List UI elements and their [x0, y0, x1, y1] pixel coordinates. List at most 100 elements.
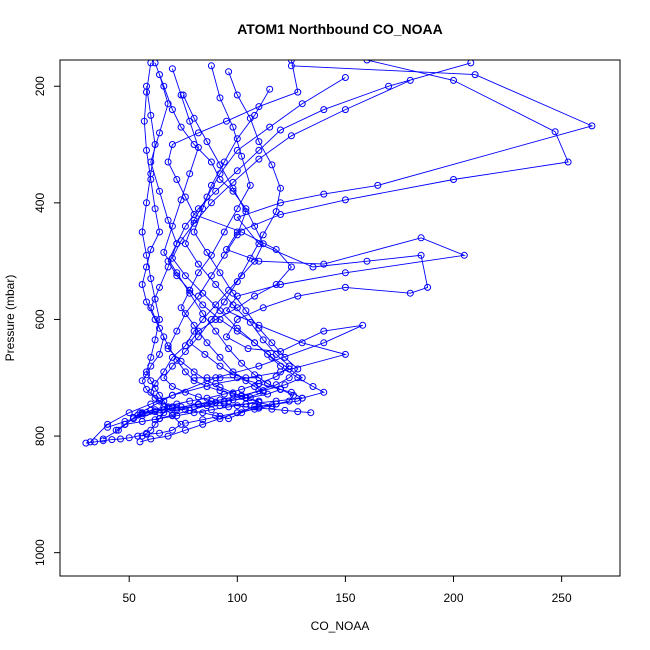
data-point	[220, 397, 228, 405]
data-point	[181, 419, 189, 427]
series-line-10	[124, 74, 260, 425]
data-point	[223, 117, 230, 125]
data-point	[190, 368, 198, 376]
data-point	[246, 254, 254, 262]
data-point	[417, 234, 425, 242]
data-point	[385, 82, 393, 90]
data-point	[242, 307, 250, 315]
data-point	[147, 111, 155, 119]
data-point	[190, 114, 198, 122]
data-point	[156, 283, 163, 291]
data-point	[160, 409, 168, 417]
data-point	[143, 82, 150, 90]
data-point	[229, 301, 237, 309]
data-point	[225, 68, 233, 76]
data-point	[233, 91, 241, 99]
x-tick-label: 250	[552, 591, 572, 605]
data-point	[216, 161, 224, 169]
data-point	[255, 138, 263, 146]
data-point	[156, 228, 163, 236]
data-point	[320, 339, 328, 347]
data-point	[203, 138, 211, 146]
data-point	[246, 318, 254, 326]
data-point	[186, 289, 194, 297]
data-point	[259, 304, 267, 312]
data-point	[147, 353, 155, 361]
data-point	[251, 111, 259, 119]
data-point	[138, 228, 146, 236]
data-point	[173, 400, 181, 408]
data-point	[341, 106, 349, 114]
data-point	[125, 409, 133, 417]
data-point	[143, 146, 150, 154]
data-point	[164, 263, 172, 271]
data-point	[294, 292, 302, 300]
data-point	[471, 71, 479, 79]
data-point	[259, 231, 267, 239]
data-point	[147, 435, 155, 443]
data-point	[177, 357, 185, 365]
data-point	[160, 333, 168, 341]
data-point	[168, 254, 176, 262]
data-point	[186, 406, 194, 414]
data-point	[82, 439, 90, 447]
data-point	[363, 257, 371, 265]
data-point	[374, 181, 382, 189]
data-point	[207, 158, 215, 166]
y-axis-label: Pressure (mbar)	[3, 275, 17, 362]
y-tick-label: 400	[33, 193, 47, 213]
data-point	[216, 94, 224, 102]
data-point	[134, 432, 142, 440]
data-point	[186, 170, 194, 178]
data-point	[320, 327, 328, 335]
data-point	[298, 394, 306, 402]
data-point	[285, 365, 293, 373]
data-point	[294, 408, 302, 416]
data-point	[156, 316, 163, 323]
data-point	[151, 316, 159, 323]
data-point	[294, 88, 302, 96]
data-point	[156, 391, 163, 399]
data-point	[251, 405, 259, 413]
data-point	[151, 408, 159, 416]
data-point	[164, 100, 172, 108]
data-point	[143, 263, 150, 271]
data-point	[168, 362, 176, 370]
data-point	[194, 269, 202, 277]
data-point	[168, 411, 176, 419]
x-axis-label: CO_NOAA	[311, 619, 370, 633]
data-point	[238, 272, 246, 280]
data-point	[147, 158, 155, 166]
data-point	[251, 222, 259, 230]
data-point	[207, 199, 215, 207]
data-point	[588, 122, 596, 130]
data-point	[281, 381, 289, 389]
data-point	[233, 146, 241, 154]
data-point	[238, 359, 246, 367]
data-point	[181, 368, 189, 376]
data-point	[199, 416, 207, 424]
data-point	[136, 438, 144, 446]
data-point	[281, 406, 289, 414]
data-point	[168, 383, 176, 390]
data-point	[220, 228, 228, 236]
data-point	[277, 184, 284, 192]
data-point	[251, 292, 259, 300]
data-point	[168, 222, 176, 230]
data-point	[207, 316, 215, 323]
data-point	[264, 390, 272, 398]
data-point	[229, 184, 237, 192]
data-point	[320, 190, 328, 198]
data-point	[199, 310, 207, 318]
data-point	[225, 403, 233, 411]
data-point	[177, 304, 185, 312]
data-point	[229, 368, 237, 376]
data-point	[272, 373, 280, 381]
data-point	[114, 426, 122, 434]
data-point	[181, 222, 189, 230]
x-tick-label: 200	[443, 591, 463, 605]
data-point	[190, 377, 198, 385]
x-tick-label: 50	[123, 591, 137, 605]
data-point	[138, 418, 146, 425]
data-point	[156, 71, 163, 79]
